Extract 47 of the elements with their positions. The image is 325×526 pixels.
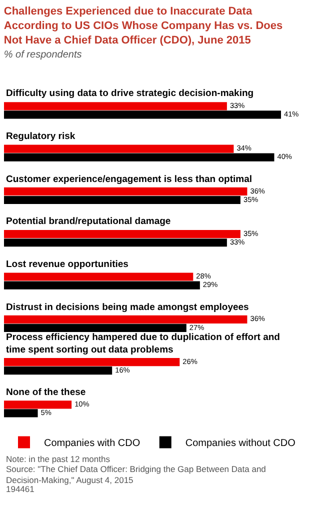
y-tick-label: Distrust in decisions being made amongst employees [6,302,249,313]
bar [4,400,72,409]
data-label: 36% [250,314,266,324]
data-label: 28% [196,272,212,281]
data-label: 5% [40,408,52,418]
y-tick-label: Regulatory risk [6,131,76,142]
legend-label: Companies with CDO [44,438,140,450]
bar [4,153,274,162]
y-tick-label: None of the these [6,387,86,398]
data-label: 41% [284,110,300,119]
data-label: 34% [236,144,252,153]
y-tick-label: Lost revenue opportunities [6,259,128,270]
y-tick-label: Customer experience/engagement is less than optimal [6,174,252,185]
data-label: 27% [189,322,205,332]
y-tick-label: Potential brand/reputational damage [6,216,171,227]
data-label: 35% [243,194,259,204]
bar [4,315,248,324]
chart-subtitle: % of respondents [4,50,82,61]
bar [4,366,112,375]
data-label: 33% [230,101,246,110]
bar [4,102,227,110]
bar [4,272,194,281]
data-label: 40% [277,152,292,162]
text: Note: in the past 12 months [6,454,110,464]
data-label: 29% [202,280,218,290]
data-label: 26% [182,356,198,366]
legend-label: Companies without CDO [185,438,296,450]
bar [4,409,38,418]
data-label: 33% [230,237,246,246]
data-label: 16% [115,365,130,374]
y-tick-label: Process efficiency hampered due to duplication of effort and time spent sorting out data problems [6,332,280,356]
y-tick-label: Difficulty using data to drive strategic decision-making [6,88,254,99]
data-label: 10% [74,400,90,409]
bar [4,196,240,204]
bar [4,324,186,332]
bar [4,187,248,196]
text: 194461 [6,484,35,494]
source-note: Source: "The Chief Data Officer: Bridging the Gap Between Data and Decision-Making," August 4, 2015 [6,464,266,486]
bar [4,281,200,290]
bar [4,144,234,153]
bar [4,230,240,238]
bar [4,238,227,247]
chart-title: Challenges Experienced due to Inaccurate Data According to US CIOs Whose Company Has vs. Does Not Have a Chief Data Officer (CDO), June 2015 [4,6,283,46]
data-label: 36% [250,186,266,196]
bar [4,110,281,119]
data-label: 35% [243,228,259,238]
bar [4,358,180,366]
